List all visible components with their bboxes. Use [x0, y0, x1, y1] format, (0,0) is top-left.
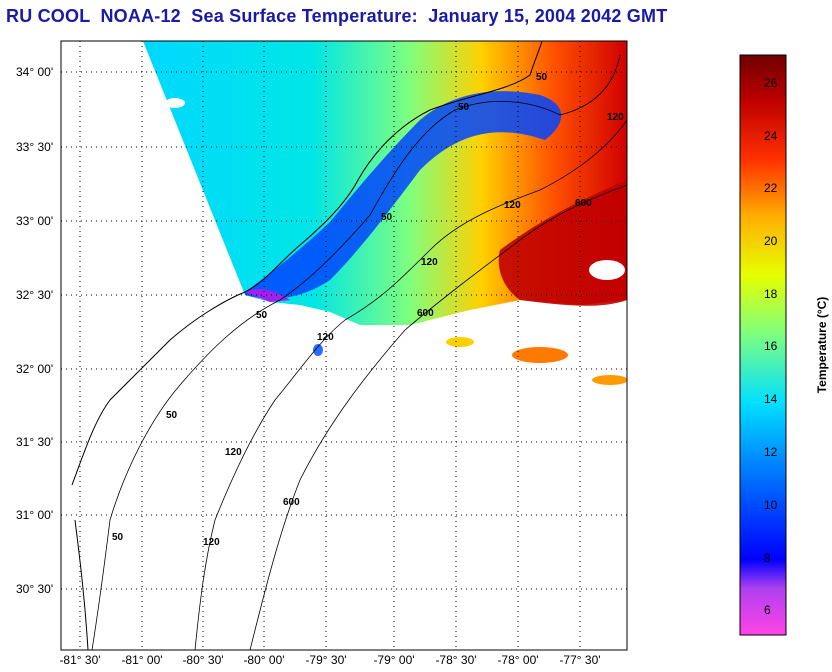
lon-label: -77° 30'	[559, 653, 600, 667]
colorbar-tick: 24	[764, 129, 778, 143]
lat-label: 33° 00'	[16, 214, 53, 228]
isobath-label: 600	[575, 198, 592, 209]
isobath-contours	[91, 54, 628, 651]
isobath-label: 120	[317, 332, 334, 343]
isobath-label: 120	[607, 112, 624, 123]
isobath-label: 50	[536, 72, 548, 83]
colorbar-tick: 14	[764, 392, 778, 406]
isobath-label: 50	[166, 410, 178, 421]
lon-label: -80° 30'	[182, 653, 223, 667]
colorbar-tick: 6	[764, 603, 771, 617]
cold-shelf-water	[245, 91, 562, 299]
lon-label: -78° 30'	[435, 653, 476, 667]
lon-label: -79° 30'	[305, 653, 346, 667]
isobath-label: 50	[381, 212, 393, 223]
isobath-label: 50	[112, 532, 124, 543]
lat-label: 31° 00'	[16, 508, 53, 522]
latitude-labels: 34° 00' 33° 30' 33° 00' 32° 30' 32° 00' …	[16, 65, 53, 596]
isobath-labels: 50 50 50 50 50 50 120 120 120 120 120 12…	[112, 72, 624, 548]
isobath-label: 600	[283, 497, 300, 508]
lon-label: -81° 00'	[121, 653, 162, 667]
lat-label: 33° 30'	[16, 140, 53, 154]
colorbar-tick: 22	[764, 181, 778, 195]
colorbar-label: Temperature (°C)	[815, 297, 829, 394]
colorbar-tick: 8	[764, 551, 771, 565]
lat-label: 31° 30'	[16, 435, 53, 449]
isobath-label: 120	[203, 537, 220, 548]
lat-label: 32° 00'	[16, 362, 53, 376]
coastline	[71, 40, 543, 651]
colorbar-tick: 18	[764, 287, 778, 301]
map-frame	[60, 40, 628, 651]
isobath-label: 600	[417, 308, 434, 319]
colorbar-tick: 26	[764, 76, 778, 90]
lon-label: -79° 00'	[373, 653, 414, 667]
map-title: RU COOL NOAA-12 Sea Surface Temperature:…	[6, 6, 668, 26]
colorbar-tick: 12	[764, 445, 778, 459]
colorbar-tick: 10	[764, 498, 778, 512]
colorbar-tick: 16	[764, 339, 778, 353]
isobath-label: 120	[225, 447, 242, 458]
isobath-label: 50	[256, 310, 268, 321]
colorbar-tick: 20	[764, 234, 778, 248]
lat-label: 30° 30'	[16, 582, 53, 596]
isobath-label: 120	[421, 257, 438, 268]
isobath-label: 120	[504, 200, 521, 211]
colorbar-scale	[739, 54, 787, 636]
isobath-label: 50	[458, 102, 470, 113]
lon-label: -80° 00'	[243, 653, 284, 667]
colorbar-ticks: 26 24 22 20 18 16 14 12 10 8 6	[764, 76, 778, 617]
lat-label: 34° 00'	[16, 65, 53, 79]
lon-label: -78° 00'	[497, 653, 538, 667]
very-cold-inshore	[245, 289, 290, 302]
lon-label: -81° 30'	[59, 653, 100, 667]
lat-label: 32° 30'	[16, 288, 53, 302]
longitude-labels: -81° 30' -81° 00' -80° 30' -80° 00' -79°…	[59, 653, 600, 667]
